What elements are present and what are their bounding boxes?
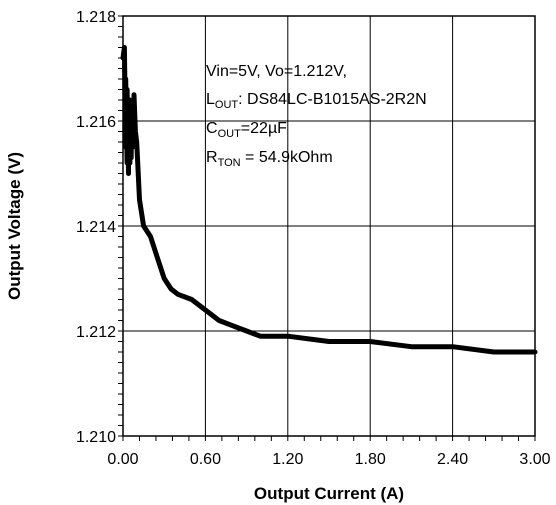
x-tick-label: 0.60 <box>190 451 221 468</box>
y-tick-label: 1.212 <box>76 324 116 341</box>
y-tick-label: 1.210 <box>76 429 116 446</box>
x-tick-label: 2.40 <box>437 451 468 468</box>
output-voltage-line <box>120 45 538 355</box>
annotation-line-3: COUT=22µF <box>206 120 287 140</box>
annotation-line-2: LOUT: DS84LC-B1015AS-2R2N <box>206 91 427 111</box>
plot-area-border <box>122 15 536 437</box>
y-axis-label: Output Voltage (V) <box>5 152 24 300</box>
y-tick-label: 1.218 <box>76 9 116 26</box>
x-tick-labels: 0.00 0.60 1.20 1.80 2.40 3.00 <box>107 451 550 468</box>
annotation-line-4: RTON = 54.9kOhm <box>206 149 333 169</box>
x-tick-label: 1.80 <box>355 451 386 468</box>
x-tick-label: 0.00 <box>107 451 138 468</box>
x-tick-label: 3.00 <box>519 451 550 468</box>
y-tick-label: 1.216 <box>76 114 116 131</box>
x-tick-label: 1.20 <box>272 451 303 468</box>
y-tick-labels: 1.210 1.212 1.214 1.216 1.218 <box>76 9 116 446</box>
x-axis-label: Output Current (A) <box>254 484 404 503</box>
y-tick-label: 1.214 <box>76 219 116 236</box>
minor-ticks <box>118 15 536 441</box>
conditions-annotation: Vin=5V, Vo=1.212V, LOUT: DS84LC-B1015AS-… <box>206 63 427 169</box>
annotation-line-1: Vin=5V, Vo=1.212V, <box>206 63 347 80</box>
